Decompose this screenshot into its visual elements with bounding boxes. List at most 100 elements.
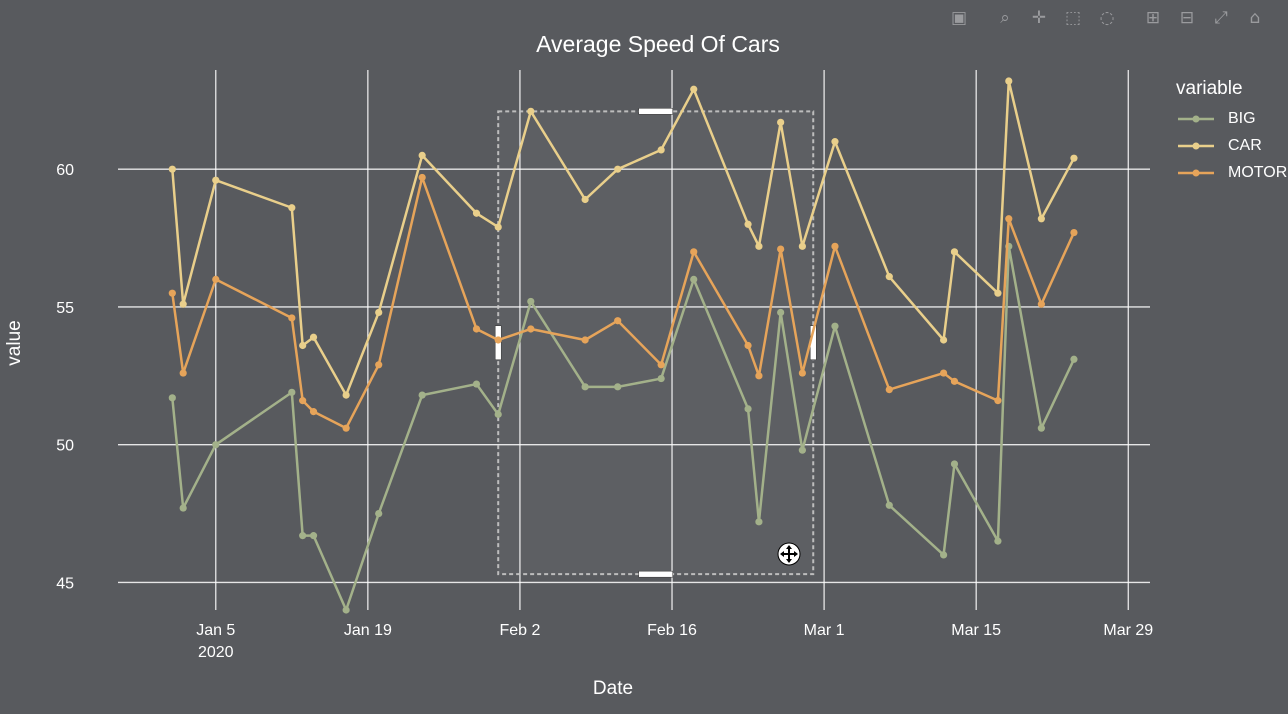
data-point-big <box>527 297 535 306</box>
data-point-motor <box>950 377 959 385</box>
data-point-car <box>690 85 698 93</box>
x-tick-label: Feb 16 <box>647 622 697 639</box>
data-point-car <box>375 308 383 317</box>
legend-title: variable <box>1176 78 1243 99</box>
data-point-motor <box>940 369 948 377</box>
data-point-car <box>527 107 535 115</box>
data-point-car <box>831 138 839 146</box>
series-line-big <box>171 245 1076 612</box>
legend-item-car[interactable]: CAR <box>1176 132 1287 159</box>
data-point-motor <box>527 325 535 333</box>
data-point-big <box>744 405 752 413</box>
data-point-big <box>472 380 481 388</box>
selection-outline <box>497 110 815 576</box>
data-point-car <box>657 146 665 154</box>
data-point-motor <box>831 242 839 250</box>
data-point-motor <box>1037 300 1045 308</box>
data-point-big <box>831 322 839 330</box>
x-tick-label: Mar 1 <box>804 622 845 639</box>
data-point-motor <box>755 372 763 380</box>
lasso-select-icon[interactable]: ◌ <box>1099 8 1115 28</box>
data-point-motor <box>494 336 502 344</box>
data-point-big <box>777 308 785 317</box>
data-point-big <box>299 532 307 540</box>
data-point-car <box>288 204 296 212</box>
data-point-big <box>798 446 806 454</box>
data-point-car <box>179 300 187 308</box>
data-point-big <box>1070 355 1078 363</box>
data-point-big <box>690 275 698 283</box>
pan-icon[interactable]: ✛ <box>1031 8 1047 28</box>
data-point-car <box>614 165 622 173</box>
y-tick-label: 55 <box>56 300 74 317</box>
data-point-motor <box>1070 228 1078 237</box>
camera-icon[interactable]: ▣ <box>950 8 968 28</box>
autoscale-icon[interactable]: ⤢ <box>1214 8 1228 28</box>
data-point-car <box>494 223 502 231</box>
legend-label-big: BIG <box>1228 109 1256 127</box>
legend-label-car: CAR <box>1228 136 1262 154</box>
data-point-car <box>342 391 350 399</box>
x-tick-label: Jan 19 <box>344 622 392 639</box>
data-point-motor <box>614 317 622 325</box>
data-point-motor <box>581 336 589 344</box>
data-point-big <box>342 606 350 614</box>
data-point-car <box>994 289 1002 297</box>
data-point-big <box>288 388 296 396</box>
data-point-car <box>299 341 307 350</box>
selection-handle-bottom <box>638 570 673 578</box>
data-point-big <box>168 394 176 402</box>
data-point-motor <box>690 248 698 256</box>
y-axis-title: value <box>4 320 25 365</box>
data-point-big <box>950 460 959 468</box>
legend-item-motor[interactable]: MOTOR <box>1176 159 1287 186</box>
data-point-motor <box>418 173 426 182</box>
data-point-big <box>994 537 1002 545</box>
data-point-motor <box>744 341 752 350</box>
data-point-motor <box>375 361 383 369</box>
data-point-car <box>940 336 948 344</box>
series-line-motor <box>171 176 1076 430</box>
data-point-motor <box>288 314 296 322</box>
data-point-car <box>950 248 959 256</box>
move-cursor-icon <box>777 542 801 566</box>
data-point-big <box>614 383 622 391</box>
data-point-car <box>472 209 481 217</box>
box-select-icon[interactable]: ⬚ <box>1064 8 1082 28</box>
chart-title: Average Speed Of Cars <box>536 31 780 57</box>
x-tick-label: Feb 2 <box>499 622 540 639</box>
data-point-big <box>940 551 948 559</box>
series-lines <box>168 77 1078 614</box>
axis-ticks: 45 50 55 60 Jan 5 2020 Jan 19 Feb 2 Feb 16 Mar 1 M… <box>56 162 1153 661</box>
zoom-in-icon[interactable]: ⊞ <box>1145 8 1161 28</box>
data-point-big <box>657 374 665 383</box>
reset-axes-home-icon[interactable]: ⌂ <box>1249 8 1261 28</box>
data-point-car <box>212 176 220 184</box>
y-tick-label: 60 <box>56 162 74 179</box>
zoom-icon[interactable]: ⌕ <box>1000 8 1010 28</box>
data-point-car <box>168 165 176 173</box>
data-point-car <box>755 242 763 250</box>
selection-box[interactable] <box>494 108 817 578</box>
data-point-big <box>179 504 187 512</box>
data-point-motor <box>994 397 1002 405</box>
data-point-car <box>309 333 318 341</box>
data-point-big <box>212 441 220 449</box>
data-point-car <box>418 151 426 160</box>
data-point-motor <box>798 369 806 377</box>
data-point-motor <box>885 385 893 394</box>
data-point-motor <box>299 397 307 405</box>
legend-item-big[interactable]: BIG <box>1176 105 1287 132</box>
data-point-car <box>1070 154 1078 162</box>
x-tick-sublabel: 2020 <box>198 644 234 661</box>
data-point-car <box>798 242 806 250</box>
modebar: ▣ ⌕ ✛ ⬚ ◌ ⊞ ⊟ ⤢ ⌂ <box>944 6 1270 30</box>
zoom-out-icon[interactable]: ⊟ <box>1179 8 1195 28</box>
legend-swatch-car <box>1178 142 1214 149</box>
data-point-motor <box>168 289 176 297</box>
data-point-big <box>418 391 426 399</box>
data-point-motor <box>212 275 220 283</box>
y-tick-label: 45 <box>56 575 74 592</box>
data-point-big <box>581 383 589 391</box>
